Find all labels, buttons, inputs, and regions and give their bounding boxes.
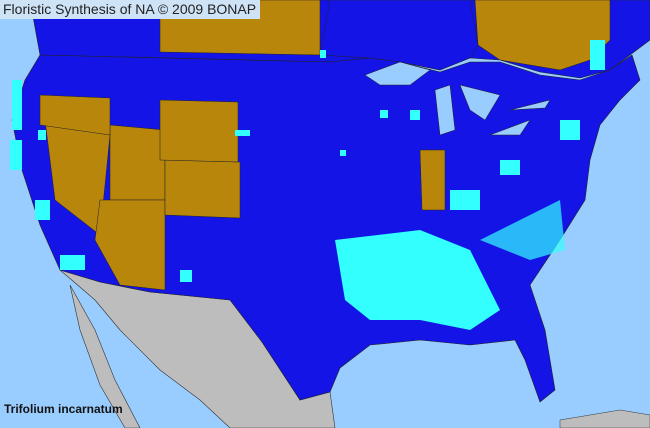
map-title: Floristic Synthesis of NA © 2009 BONAP (0, 0, 261, 19)
cuba-region (559, 409, 650, 428)
present-counties (10, 40, 605, 330)
absent-states (39, 0, 479, 291)
species-label: Trifolium incarnatum (4, 402, 123, 416)
quebec-brown (474, 0, 611, 71)
great-lakes (364, 61, 551, 136)
